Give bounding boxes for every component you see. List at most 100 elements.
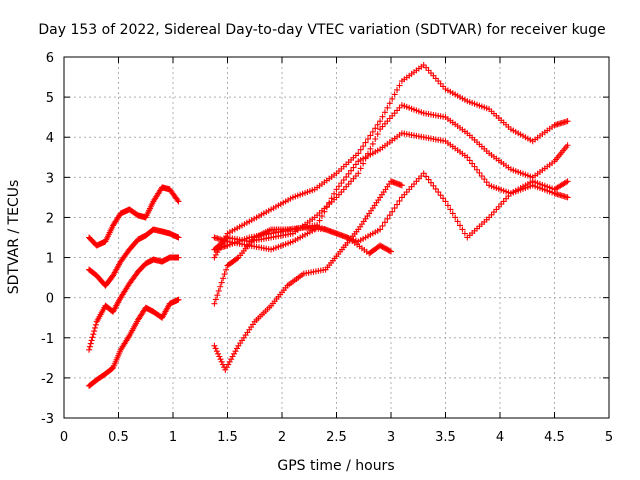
data-point [216, 353, 223, 360]
series-track-3 [86, 254, 182, 353]
y-tick-label: 3 [46, 171, 54, 186]
series-track-1 [86, 184, 182, 249]
data-point [87, 340, 94, 347]
data-point [367, 132, 374, 139]
data-point [389, 95, 396, 102]
y-tick-label: 5 [46, 91, 54, 106]
data-point [469, 160, 476, 167]
data-point [420, 170, 427, 177]
data-point [442, 198, 449, 205]
x-tick-label: 1.5 [217, 430, 238, 445]
data-point [459, 226, 466, 233]
data-point [372, 125, 379, 132]
data-point [396, 197, 403, 204]
y-tick-label: -1 [41, 332, 54, 347]
data-point [223, 266, 230, 273]
data-point [386, 212, 393, 219]
data-point [211, 342, 218, 349]
data-point [234, 255, 241, 262]
data-point [212, 251, 219, 258]
data-point [367, 145, 374, 152]
series-track-2 [86, 226, 182, 289]
series-track-9 [211, 224, 394, 307]
data-point [229, 353, 236, 360]
data-point [357, 165, 364, 172]
data-point [377, 226, 384, 233]
data-point [217, 356, 224, 363]
data-point [90, 331, 97, 338]
x-axis-label: GPS time / hours [277, 458, 394, 474]
data-point [435, 189, 442, 196]
data-point [377, 118, 384, 125]
data-point [220, 275, 227, 282]
data-point [457, 222, 464, 229]
data-point [355, 150, 362, 157]
data-point [379, 113, 386, 120]
y-tick-label: -3 [41, 412, 54, 427]
data-point [211, 300, 218, 307]
y-tick-label: 4 [46, 131, 54, 146]
data-point [364, 136, 371, 143]
data-point [217, 283, 224, 290]
data-point [213, 348, 220, 355]
data-point [212, 345, 219, 352]
data-point [481, 176, 488, 183]
data-point [174, 197, 181, 204]
data-point [483, 179, 490, 186]
data-point [444, 202, 451, 209]
data-point [91, 328, 98, 335]
x-tick-label: 2.5 [326, 430, 347, 445]
data-point [223, 364, 230, 371]
data-point [389, 208, 396, 215]
data-point [564, 118, 571, 125]
data-point [338, 180, 345, 187]
x-tick-label: 0 [60, 430, 68, 445]
data-point [316, 217, 323, 224]
y-tick-label: 0 [46, 292, 54, 307]
data-point [212, 296, 219, 303]
data-point [394, 201, 401, 208]
data-point [466, 157, 473, 164]
data-point [564, 194, 571, 201]
data-point [328, 195, 335, 202]
data-point [384, 104, 391, 111]
data-point [345, 170, 352, 177]
data-point [391, 205, 398, 212]
data-point [219, 361, 226, 368]
data-point [437, 192, 444, 199]
y-axis-label: SDTVAR / TECUs [6, 180, 22, 295]
data-point [360, 143, 367, 150]
data-point [175, 296, 182, 303]
x-tick-label: 4 [496, 430, 504, 445]
data-point [461, 230, 468, 237]
data-point [86, 346, 93, 353]
x-tick-label: 2 [278, 430, 286, 445]
axis-ticks: 0 0.5 1 1.5 2 2.5 3 3.5 4 4.5 5 -3 -2 -1 0 1 2 3 4 5 6 [41, 51, 613, 445]
data-point [221, 271, 228, 278]
data-point [215, 287, 222, 294]
data-point [335, 183, 342, 190]
data-point [423, 173, 430, 180]
chart-title: Day 153 of 2022, Sidereal Day-to-day VTE… [38, 22, 605, 38]
data-point [398, 182, 405, 189]
data-point [355, 170, 362, 177]
data-point [215, 350, 222, 357]
data-point [218, 279, 225, 286]
data-point [350, 164, 357, 171]
data-point [447, 206, 454, 213]
data-point [369, 128, 376, 135]
data-point [476, 169, 483, 176]
data-point [231, 350, 238, 357]
data-point [232, 348, 239, 355]
y-tick-label: 1 [46, 252, 54, 267]
data-point [425, 176, 432, 183]
data-point [388, 248, 394, 255]
data-point [348, 167, 355, 174]
data-point [92, 321, 99, 328]
data-point [214, 292, 221, 299]
data-point [391, 91, 398, 98]
data-point [452, 214, 459, 221]
data-point [340, 177, 347, 184]
data-point [88, 337, 95, 344]
data-point [386, 100, 393, 107]
